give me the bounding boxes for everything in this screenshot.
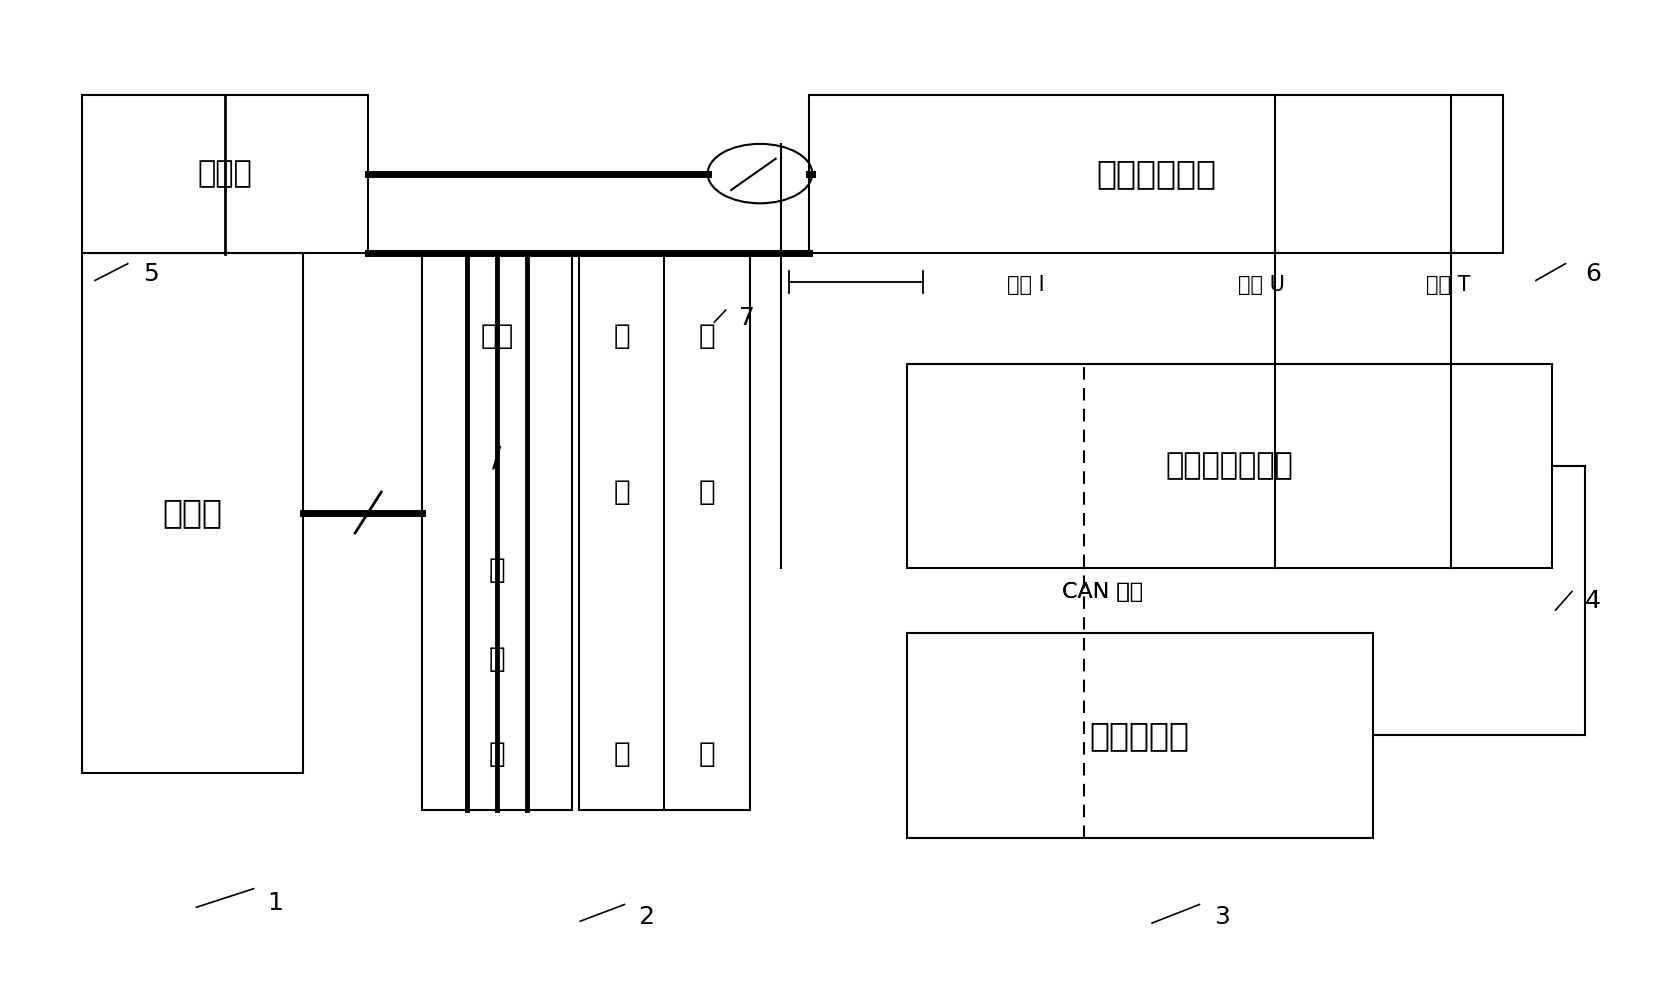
Text: 发动机: 发动机: [162, 496, 222, 530]
Text: 发: 发: [488, 556, 505, 584]
Text: 4: 4: [1585, 589, 1600, 613]
Text: CAN 总线: CAN 总线: [1062, 582, 1144, 602]
Text: /: /: [492, 445, 502, 472]
Text: 1: 1: [267, 890, 283, 915]
Text: 5: 5: [143, 262, 158, 286]
Text: CAN 总线: CAN 总线: [1062, 582, 1144, 602]
Text: 温度 T: 温度 T: [1425, 275, 1470, 295]
Text: 整车控制器: 整车控制器: [1090, 719, 1190, 752]
Text: 电流 I: 电流 I: [1007, 275, 1045, 295]
Text: 6: 6: [1585, 262, 1600, 286]
Bar: [808, 95, 1504, 253]
Bar: [907, 633, 1372, 838]
Text: 3: 3: [1214, 905, 1230, 929]
Text: 速: 速: [698, 478, 715, 506]
Text: 机: 机: [488, 740, 505, 768]
Text: 电池管理控制器: 电池管理控制器: [1165, 452, 1294, 480]
Text: 器: 器: [613, 740, 630, 768]
Text: 离: 离: [613, 322, 630, 350]
Text: 电压 U: 电压 U: [1239, 275, 1285, 295]
Text: 2: 2: [638, 905, 653, 929]
Bar: [82, 95, 368, 253]
Text: 高压动力电池: 高压动力电池: [1097, 157, 1217, 190]
Bar: [82, 253, 303, 773]
Bar: [907, 364, 1552, 568]
Text: 电: 电: [488, 645, 505, 673]
Text: 逆变器: 逆变器: [198, 159, 252, 188]
Bar: [422, 253, 572, 810]
Text: 变: 变: [698, 322, 715, 350]
Bar: [578, 253, 750, 810]
Text: 7: 7: [738, 305, 755, 330]
Text: 箱: 箱: [698, 740, 715, 768]
Text: 起动: 起动: [480, 322, 513, 350]
Text: 合: 合: [613, 478, 630, 506]
